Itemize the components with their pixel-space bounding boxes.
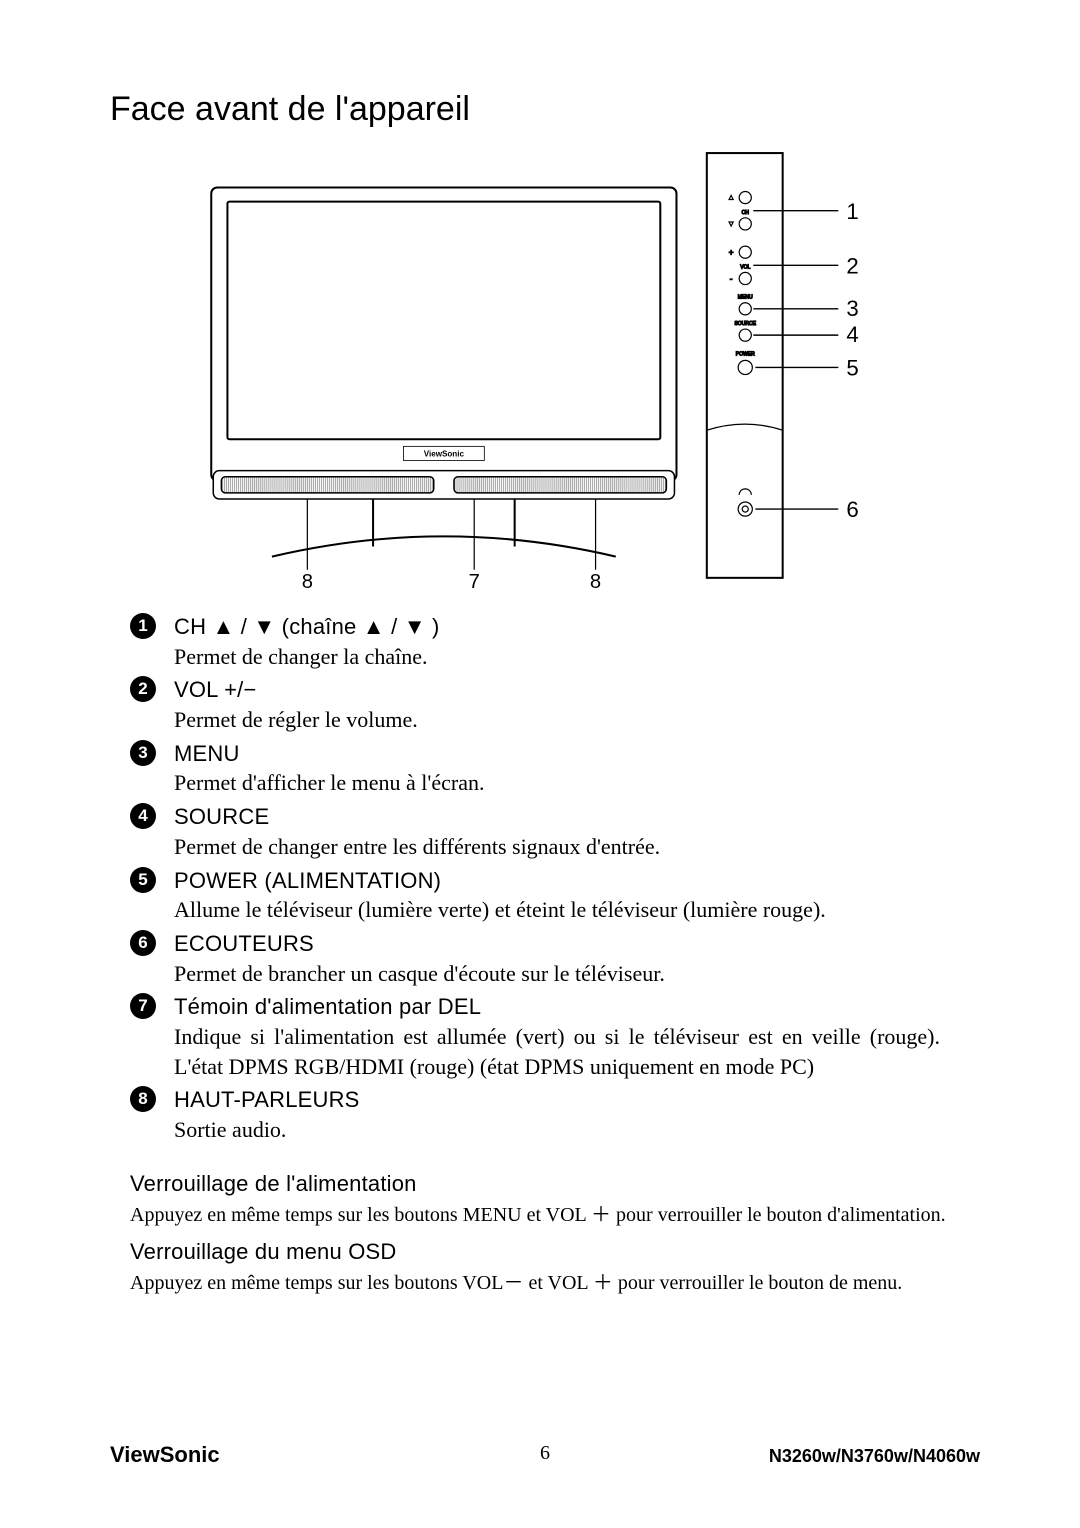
section-power-lock-body: Appuyez en même temps sur les boutons ME… (130, 1201, 960, 1229)
section-osd-lock-title: Verrouillage du menu OSD (130, 1239, 980, 1265)
callout-8-right: 8 (590, 571, 601, 592)
svg-text:CH: CH (742, 210, 750, 216)
callout-8-left: 8 (302, 571, 313, 592)
list-item: 6 ECOUTEURS Permet de brancher un casque… (130, 929, 980, 988)
item-desc: Permet de régler le volume. (174, 705, 940, 735)
tv-logo: ViewSonic (424, 449, 465, 458)
side-num-1: 1 (846, 199, 858, 224)
list-item: 3 MENU Permet d'afficher le menu à l'écr… (130, 739, 980, 798)
item-desc: Permet de brancher un casque d'écoute su… (174, 959, 940, 989)
footer-models: N3260w/N3760w/N4060w (769, 1446, 980, 1467)
item-desc: Sortie audio. (174, 1115, 940, 1145)
bullet-2: 2 (130, 676, 156, 702)
footer-brand: ViewSonic (110, 1442, 220, 1468)
svg-text:VOL: VOL (740, 264, 750, 270)
svg-text:SOURCE: SOURCE (734, 321, 756, 327)
page-footer: ViewSonic 6 N3260w/N3760w/N4060w (110, 1442, 980, 1468)
front-panel-diagram: ViewSonic 8 7 8 ▲ CH ▼ + VO (185, 147, 905, 592)
bullet-4: 4 (130, 803, 156, 829)
svg-text:POWER: POWER (736, 351, 755, 357)
side-num-6: 6 (846, 497, 858, 522)
bullet-6: 6 (130, 930, 156, 956)
item-title: VOL +/− (174, 675, 940, 705)
item-title: HAUT-PARLEURS (174, 1085, 940, 1115)
side-num-3: 3 (846, 296, 858, 321)
item-title: Témoin d'alimentation par DEL (174, 992, 940, 1022)
callout-7: 7 (469, 571, 480, 592)
svg-text:-: - (730, 275, 733, 284)
list-item: 7 Témoin d'alimentation par DEL Indique … (130, 992, 980, 1081)
svg-text:▲: ▲ (728, 195, 735, 202)
footer-page-number: 6 (540, 1442, 550, 1465)
bullet-7: 7 (130, 993, 156, 1019)
item-title: CH ▲ / ▼ (chaîne ▲ / ▼ ) (174, 612, 940, 642)
list-item: 4 SOURCE Permet de changer entre les dif… (130, 802, 980, 861)
item-desc: Allume le téléviseur (lumière verte) et … (174, 895, 940, 925)
side-num-5: 5 (846, 356, 858, 381)
item-desc: Permet de changer entre les différents s… (174, 832, 940, 862)
section-osd-lock-body: Appuyez en même temps sur les boutons VO… (130, 1269, 960, 1297)
bullet-1: 1 (130, 613, 156, 639)
list-item: 8 HAUT-PARLEURS Sortie audio. (130, 1085, 980, 1144)
page-title: Face avant de l'appareil (110, 90, 980, 129)
item-list: 1 CH ▲ / ▼ (chaîne ▲ / ▼ ) Permet de cha… (130, 612, 980, 1145)
item-title: ECOUTEURS (174, 929, 940, 959)
list-item: 1 CH ▲ / ▼ (chaîne ▲ / ▼ ) Permet de cha… (130, 612, 980, 671)
side-num-2: 2 (846, 253, 858, 278)
side-num-4: 4 (846, 322, 858, 347)
item-title: POWER (ALIMENTATION) (174, 866, 940, 896)
bullet-8: 8 (130, 1086, 156, 1112)
item-title: MENU (174, 739, 940, 769)
list-item: 5 POWER (ALIMENTATION) Allume le télévis… (130, 866, 980, 925)
svg-text:+: + (729, 248, 734, 257)
item-title: SOURCE (174, 802, 940, 832)
list-item: 2 VOL +/− Permet de régler le volume. (130, 675, 980, 734)
section-power-lock-title: Verrouillage de l'alimentation (130, 1171, 980, 1197)
svg-text:▼: ▼ (728, 221, 735, 228)
item-desc: Permet de changer la chaîne. (174, 642, 940, 672)
item-desc: Permet d'afficher le menu à l'écran. (174, 768, 940, 798)
bullet-5: 5 (130, 867, 156, 893)
item-desc: Indique si l'alimentation est allumée (v… (174, 1022, 940, 1081)
bullet-3: 3 (130, 740, 156, 766)
svg-text:MENU: MENU (738, 295, 753, 301)
